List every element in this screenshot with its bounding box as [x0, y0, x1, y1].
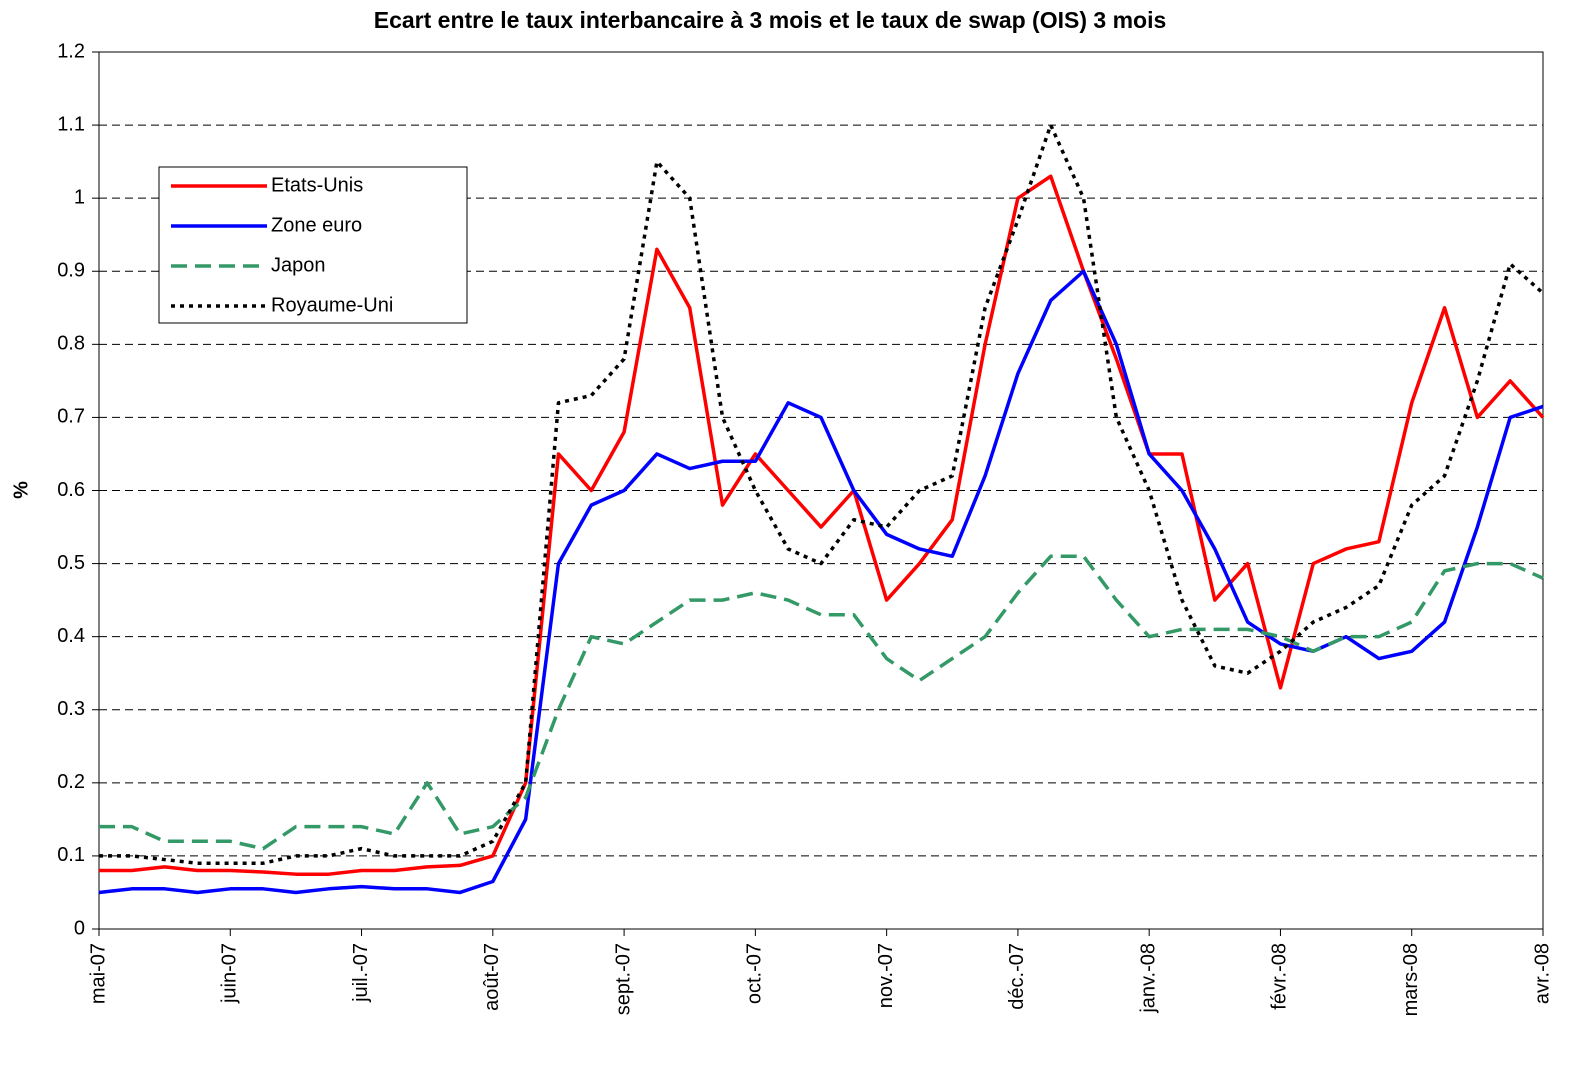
x-tick-label: nov.-07	[875, 943, 897, 1008]
series-line	[98, 269, 1544, 895]
legend-label: Royaume-Uni	[271, 294, 393, 316]
y-tick-label: 1.2	[57, 40, 85, 62]
x-tick-label: oct.-07	[744, 943, 766, 1004]
y-tick-label: 0.9	[57, 260, 85, 282]
y-tick-label: 0.7	[57, 406, 85, 428]
y-tick-label: 0.2	[57, 771, 85, 793]
y-tick-label: 1	[74, 186, 85, 208]
y-tick-label: 0.6	[57, 479, 85, 501]
series-line	[99, 554, 1544, 851]
y-tick-label: 0.1	[57, 844, 85, 866]
x-tick-label: mars-08	[1400, 943, 1422, 1016]
y-tick-label: 0.4	[57, 625, 85, 647]
x-tick-label: août-07	[481, 943, 503, 1011]
x-tick-label: avr.-08	[1531, 943, 1553, 1004]
legend-label: Etats-Unis	[271, 174, 363, 196]
y-axis-label: %	[10, 481, 32, 499]
x-tick-label: mai-07	[87, 943, 109, 1004]
x-tick-label: juin-07	[219, 943, 241, 1004]
y-tick-label: 0.3	[57, 698, 85, 720]
legend-label: Zone euro	[271, 214, 362, 236]
x-tick-label: janv.-08	[1137, 943, 1159, 1014]
series-line	[99, 174, 1545, 876]
chart-title: Ecart entre le taux interbancaire à 3 mo…	[374, 7, 1167, 33]
y-tick-label: 1.1	[57, 113, 85, 135]
y-tick-label: 0	[74, 917, 85, 939]
series-line	[99, 123, 1545, 865]
x-tick-label: sept.-07	[612, 943, 634, 1015]
legend-box	[158, 166, 468, 324]
x-tick-label: juil.-07	[350, 943, 372, 1003]
legend-label: Japon	[271, 254, 326, 276]
plot-frame	[98, 51, 1544, 930]
y-tick-label: 0.5	[57, 552, 85, 574]
x-tick-label: févr.-08	[1269, 943, 1291, 1010]
y-tick-label: 0.8	[57, 333, 85, 355]
x-tick-label: déc.-07	[1006, 943, 1028, 1010]
